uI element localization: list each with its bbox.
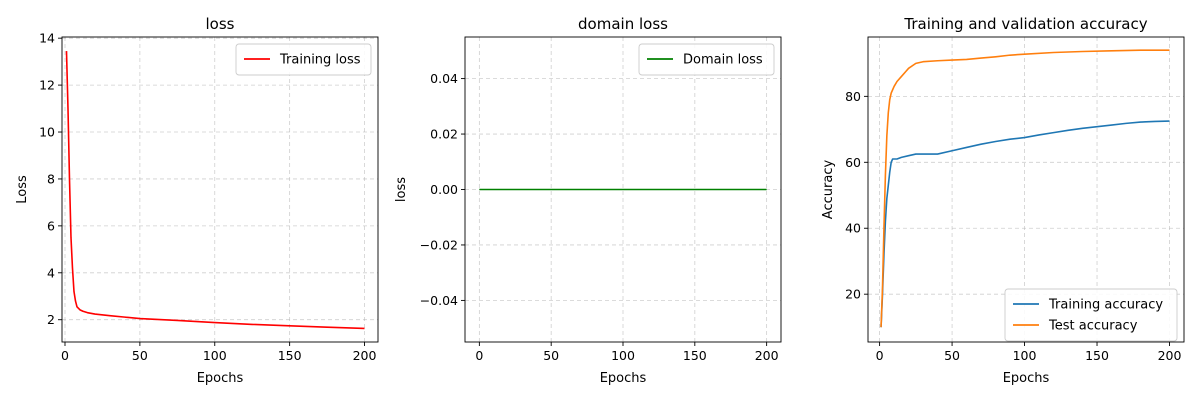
x-tick-label: 0	[61, 348, 69, 363]
y-tick-label: 6	[47, 218, 55, 233]
y-tick-label: 40	[845, 221, 861, 236]
y-tick-label: 20	[845, 287, 861, 302]
series-line-training-accuracy	[880, 120, 1170, 328]
x-tick-label: 0	[876, 348, 884, 363]
legend: Training loss	[235, 43, 372, 76]
x-tick-label: 100	[611, 348, 635, 363]
legend-box	[1004, 288, 1178, 342]
legend-box	[638, 43, 775, 76]
x-tick-label: 150	[683, 348, 707, 363]
series-line-test-accuracy	[880, 49, 1170, 328]
chart-title: loss	[206, 15, 235, 33]
y-tick-label: 0.00	[430, 182, 458, 197]
chart-title: Training and validation accuracy	[903, 15, 1147, 33]
legend-label: Test accuracy	[1048, 319, 1138, 334]
y-axis-label: Accuracy	[821, 160, 836, 220]
legend: Training accuracy Test accuracy	[1004, 288, 1178, 342]
chart-panel-3: 0 50 100 150 200 20 40 60 80 Training and validat…	[821, 15, 1185, 386]
legend-label: Training accuracy	[1048, 298, 1163, 313]
chart-panel-2: 0 50 100 150 200 −0.04 −0.02 0.00 0.02 0.04 domain…	[394, 15, 782, 386]
y-axis-label: loss	[394, 177, 409, 202]
y-tick-label: 2	[47, 312, 55, 327]
legend: Domain loss	[638, 43, 775, 76]
x-tick-label: 50	[543, 348, 559, 363]
x-tick-label: 0	[475, 348, 483, 363]
chart-title: domain loss	[578, 15, 668, 33]
x-tick-label: 50	[944, 348, 960, 363]
y-tick-label: 80	[845, 89, 861, 104]
x-tick-label: 50	[132, 348, 148, 363]
axes-frame	[61, 36, 379, 343]
x-tick-label: 100	[203, 348, 227, 363]
y-tick-label: −0.02	[420, 237, 458, 252]
y-tick-label: 60	[845, 155, 861, 170]
x-tick-label: 200	[755, 348, 779, 363]
chart-panel-1: 0 50 100 150 200 2 4 6 8 10 12 14 loss Epochs Loss Trai…	[15, 15, 379, 386]
x-tick-label: 150	[1085, 348, 1109, 363]
x-axis-label: Epochs	[197, 371, 244, 386]
x-tick-label: 100	[1013, 348, 1037, 363]
legend-box	[235, 43, 372, 76]
y-tick-label: 0.02	[430, 127, 458, 142]
legend-label: Training loss	[279, 53, 361, 68]
x-axis-label: Epochs	[1003, 371, 1050, 386]
y-tick-label: −0.04	[420, 293, 458, 308]
y-tick-label: 10	[39, 125, 55, 140]
y-tick-label: 12	[39, 78, 55, 93]
x-tick-label: 200	[353, 348, 377, 363]
x-tick-label: 150	[278, 348, 302, 363]
y-tick-label: 4	[47, 265, 55, 280]
legend-label: Domain loss	[683, 53, 763, 68]
series-line-training-loss	[65, 51, 365, 330]
y-tick-label: 14	[39, 31, 55, 46]
y-tick-label: 0.04	[430, 71, 458, 86]
x-tick-label: 200	[1158, 348, 1182, 363]
x-axis-label: Epochs	[600, 371, 647, 386]
y-axis-label: Loss	[15, 175, 30, 204]
axes-frame	[867, 36, 1185, 343]
y-tick-label: 8	[47, 171, 55, 186]
